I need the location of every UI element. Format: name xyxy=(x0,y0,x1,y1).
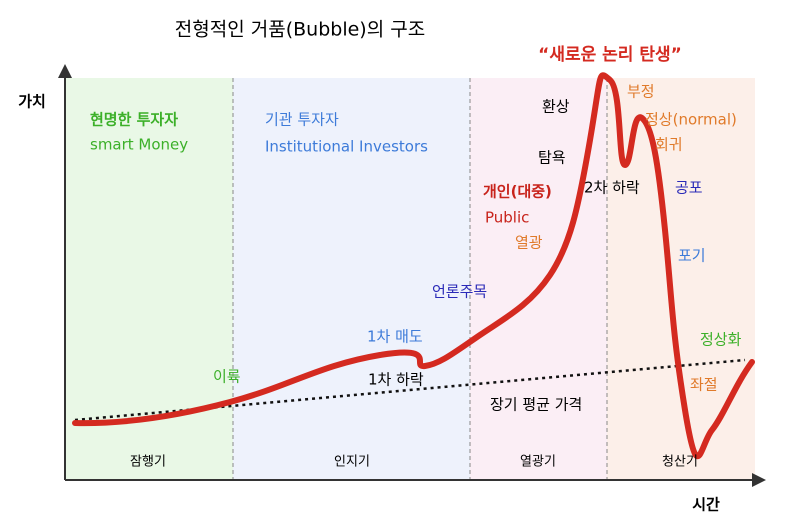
annotation: 개인(대중) xyxy=(483,183,552,201)
annotation: smart Money xyxy=(90,136,188,154)
bubble-curve xyxy=(72,72,755,460)
annotation: 탐욕 xyxy=(538,149,566,167)
annotation: 열광 xyxy=(515,234,543,252)
annotation: 좌절 xyxy=(690,376,718,394)
annotation: 장기 평균 가격 xyxy=(490,396,582,414)
phase-band xyxy=(233,78,470,480)
annotation: 부정 xyxy=(627,83,655,101)
y-label: 가치 xyxy=(18,93,46,111)
phase-label: 잠행기 xyxy=(130,454,166,470)
phase-dividers xyxy=(232,78,608,480)
annotation: 언론주목 xyxy=(432,283,487,301)
annotation: 현명한 투자자 xyxy=(90,111,178,129)
annotation: 2차 하락 xyxy=(584,179,640,197)
annotation: “새로운 논리 탄생” xyxy=(538,45,682,65)
phase-label: 청산기 xyxy=(662,455,698,470)
annotation: 회귀 xyxy=(655,136,683,154)
x-label: 시간 xyxy=(692,496,720,514)
phase-label: 열광기 xyxy=(520,455,556,470)
annotation: 정상(normal) xyxy=(645,111,737,129)
y-arrow xyxy=(58,64,72,78)
annotation: 정상화 xyxy=(700,331,742,349)
annotation: 1차 매도 xyxy=(367,328,423,346)
phase-label: 인지기 xyxy=(334,455,370,470)
annotation: 기관 투자자 xyxy=(265,111,339,129)
annotation: 포기 xyxy=(678,247,706,265)
phase-band xyxy=(65,78,233,480)
x-arrow xyxy=(752,473,766,487)
annotation: 1차 하락 xyxy=(368,371,424,389)
annotation: Institutional Investors xyxy=(265,138,428,156)
title: 전형적인 거품(Bubble)의 구조 xyxy=(175,19,425,41)
phase-band xyxy=(470,78,607,480)
annotation: Public xyxy=(485,209,529,227)
annotation: 환상 xyxy=(542,98,570,116)
annotation: 이륙 xyxy=(213,368,241,386)
annotation: 공포 xyxy=(675,179,703,197)
